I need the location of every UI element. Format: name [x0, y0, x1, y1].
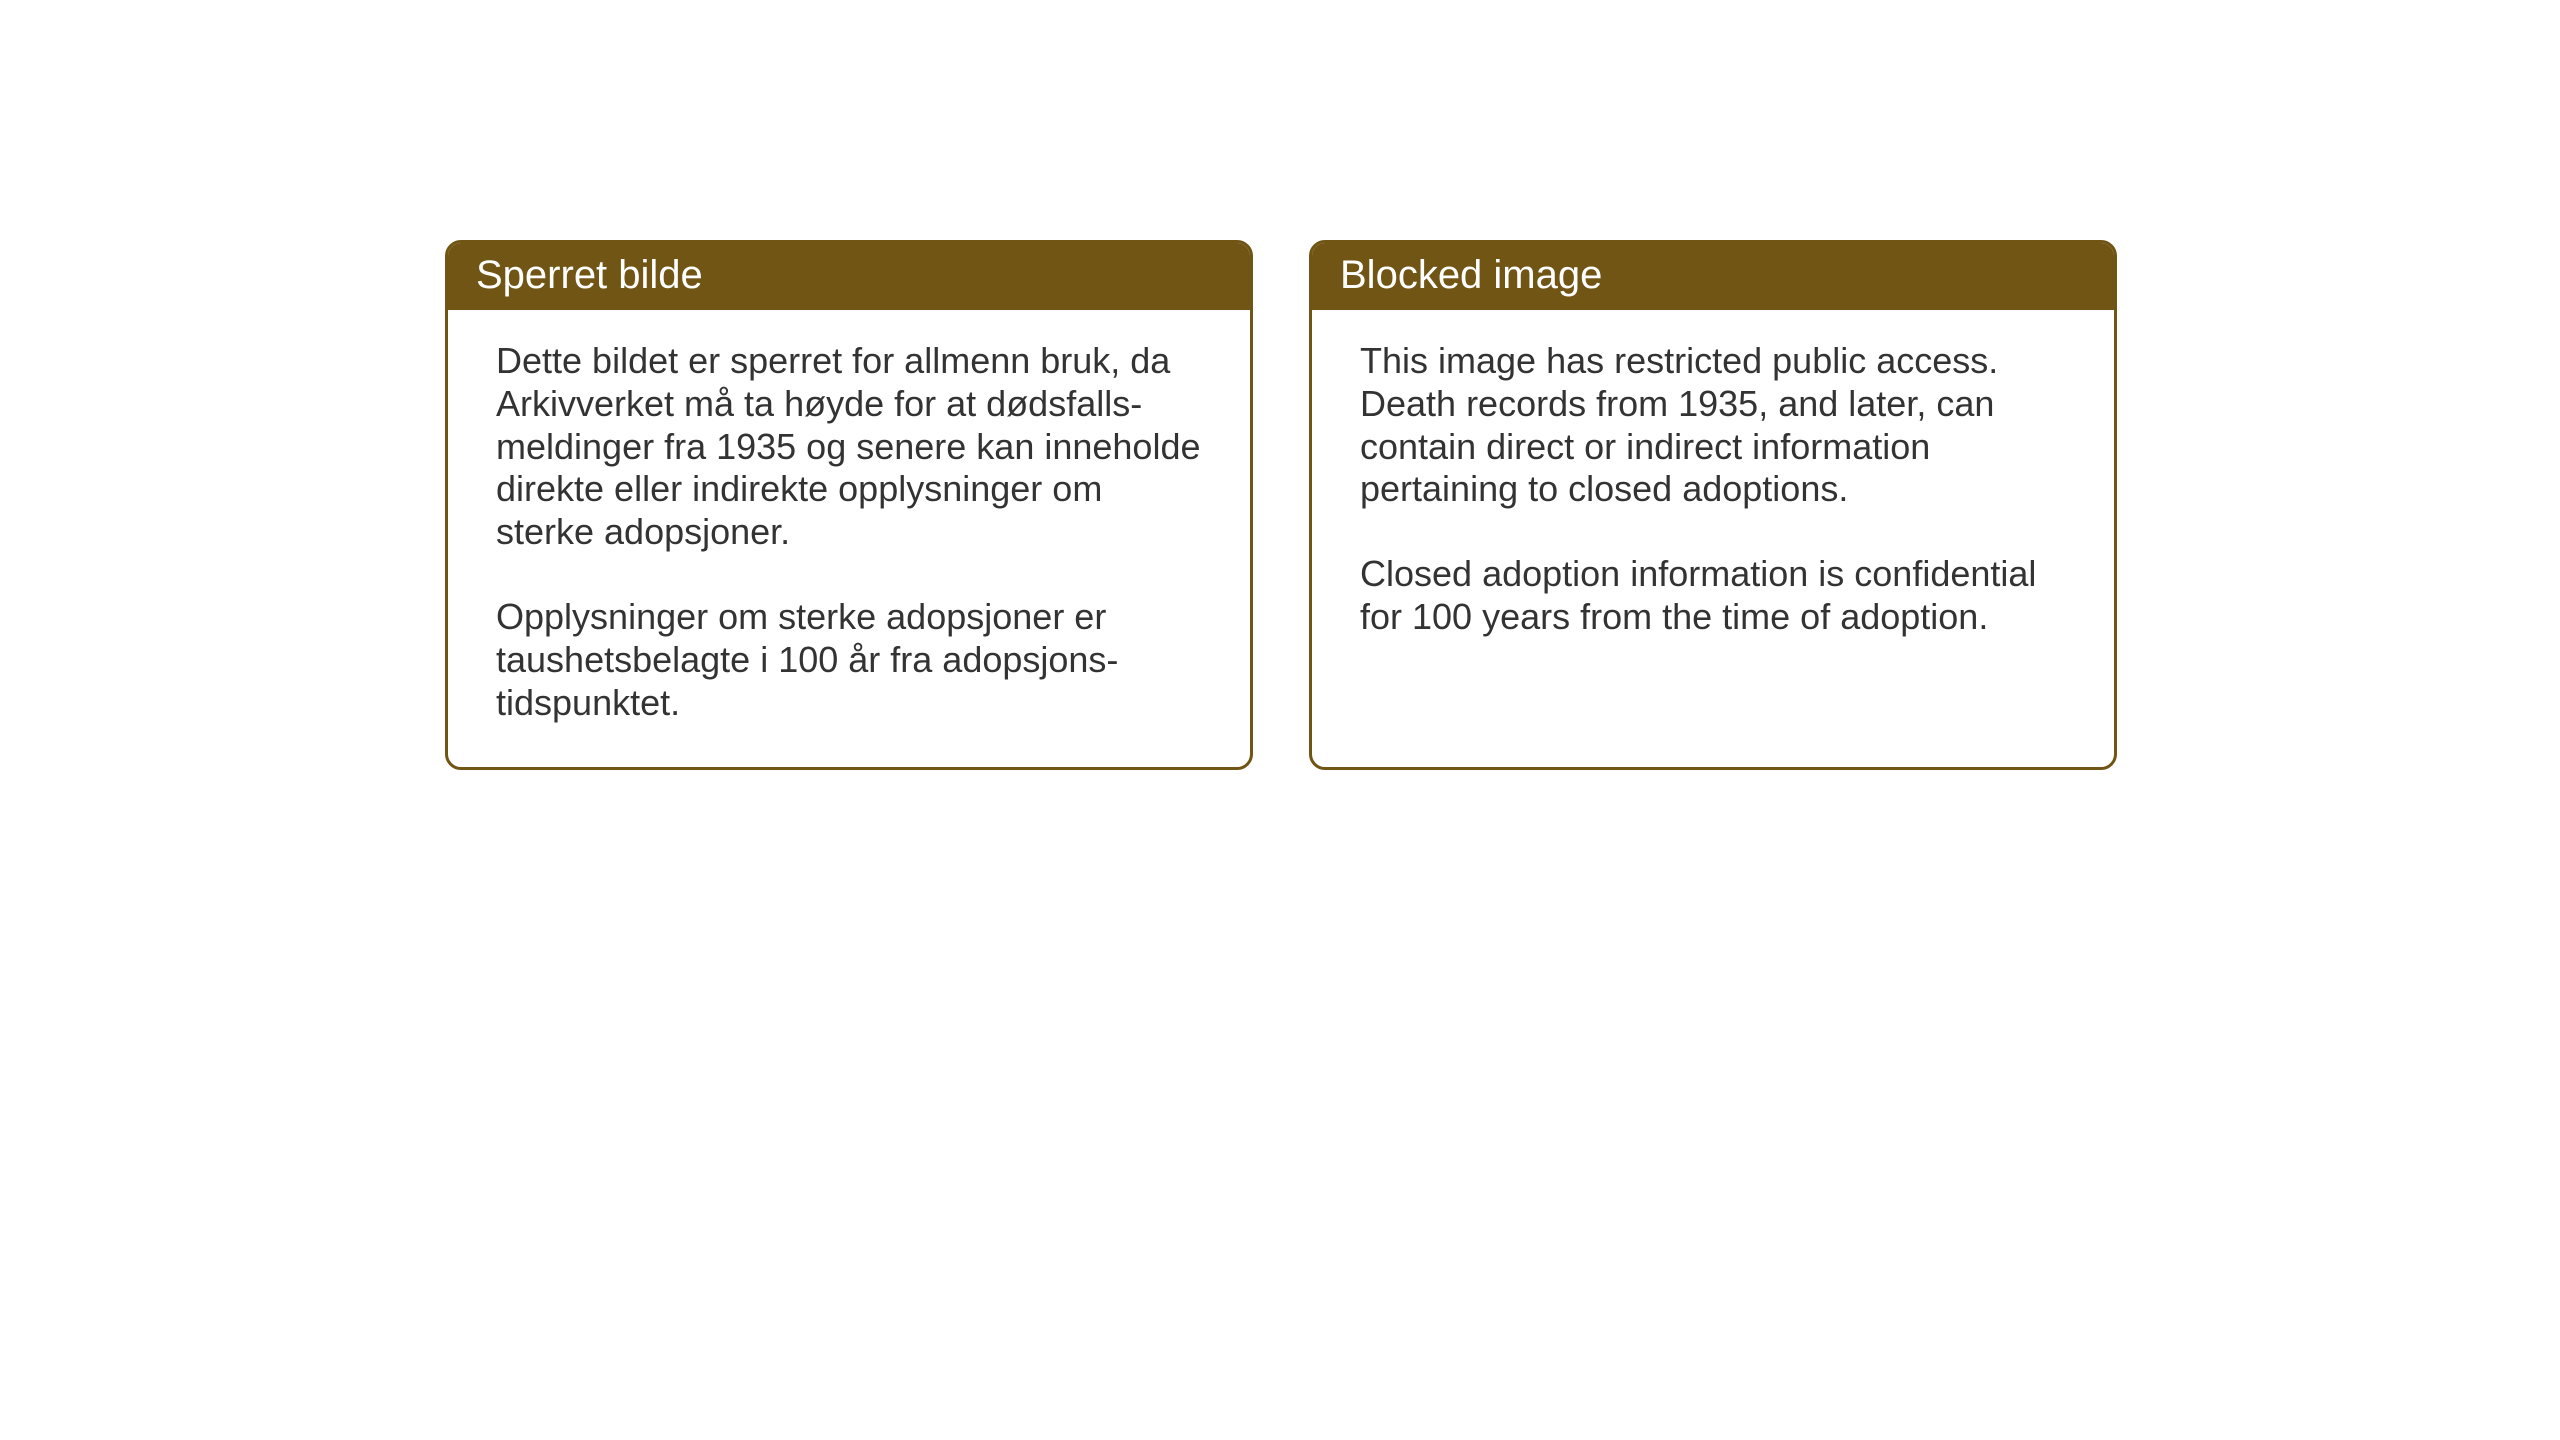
- card-english-paragraph-2: Closed adoption information is confident…: [1360, 553, 2066, 639]
- card-english-header: Blocked image: [1312, 243, 2114, 310]
- card-english-body: This image has restricted public access.…: [1312, 310, 2114, 681]
- cards-container: Sperret bilde Dette bildet er sperret fo…: [0, 0, 2560, 770]
- card-norwegian: Sperret bilde Dette bildet er sperret fo…: [445, 240, 1253, 770]
- card-norwegian-paragraph-1: Dette bildet er sperret for allmenn bruk…: [496, 340, 1202, 554]
- card-norwegian-paragraph-2: Opplysninger om sterke adopsjoner er tau…: [496, 596, 1202, 724]
- card-norwegian-header: Sperret bilde: [448, 243, 1250, 310]
- card-english: Blocked image This image has restricted …: [1309, 240, 2117, 770]
- card-english-paragraph-1: This image has restricted public access.…: [1360, 340, 2066, 511]
- card-norwegian-body: Dette bildet er sperret for allmenn bruk…: [448, 310, 1250, 767]
